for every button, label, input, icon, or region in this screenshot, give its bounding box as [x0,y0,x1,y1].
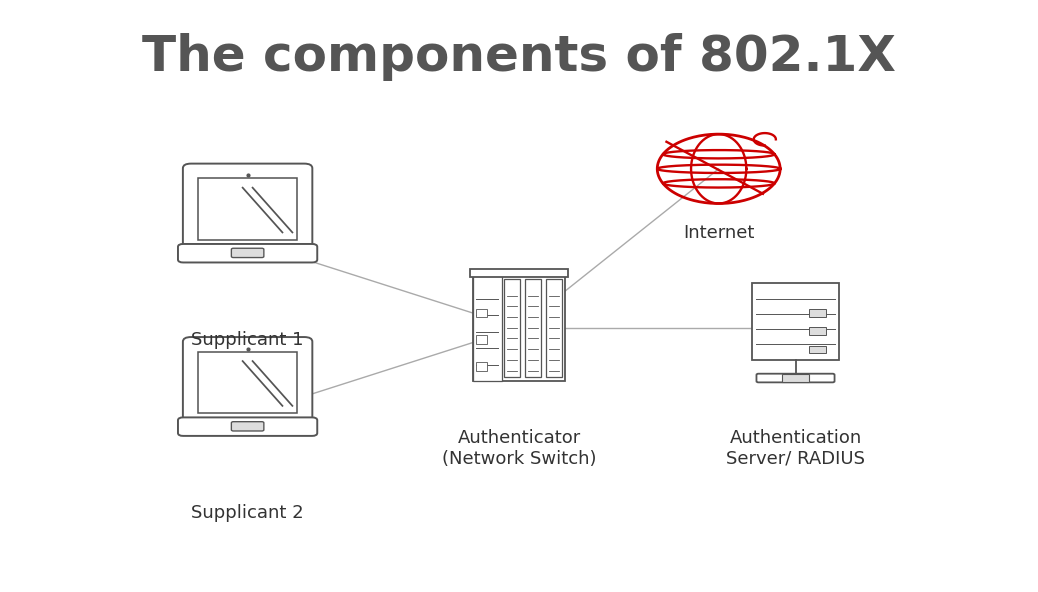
Text: Supplicant 2: Supplicant 2 [191,504,304,522]
FancyBboxPatch shape [177,417,318,436]
Text: Authenticator
(Network Switch): Authenticator (Network Switch) [442,429,596,468]
FancyBboxPatch shape [198,352,297,413]
FancyBboxPatch shape [183,163,312,252]
FancyBboxPatch shape [809,346,826,353]
FancyBboxPatch shape [525,279,541,377]
Text: The components of 802.1X: The components of 802.1X [142,33,896,81]
FancyBboxPatch shape [476,308,487,317]
FancyBboxPatch shape [198,178,297,240]
FancyBboxPatch shape [177,244,318,262]
FancyBboxPatch shape [476,362,487,371]
Text: Authentication
Server/ RADIUS: Authentication Server/ RADIUS [726,429,865,468]
FancyBboxPatch shape [473,274,565,381]
FancyBboxPatch shape [783,374,809,382]
FancyBboxPatch shape [183,337,312,425]
FancyBboxPatch shape [504,279,520,377]
FancyBboxPatch shape [809,327,826,335]
FancyBboxPatch shape [757,374,835,382]
FancyBboxPatch shape [231,248,264,258]
FancyBboxPatch shape [752,284,839,359]
FancyBboxPatch shape [231,422,264,431]
FancyBboxPatch shape [476,335,487,344]
FancyBboxPatch shape [809,309,826,317]
FancyBboxPatch shape [546,279,562,377]
Text: Internet: Internet [683,224,755,242]
FancyBboxPatch shape [470,269,568,277]
Text: Supplicant 1: Supplicant 1 [191,331,304,349]
FancyBboxPatch shape [473,274,502,381]
